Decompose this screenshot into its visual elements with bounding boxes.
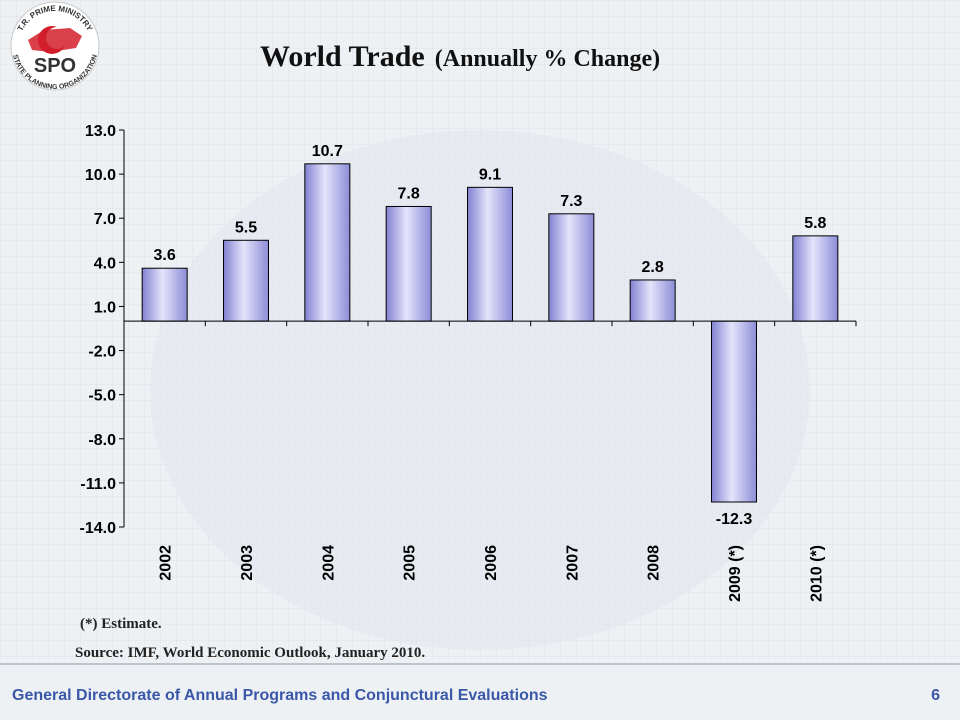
x-tick-label: 2007 <box>564 545 581 581</box>
title-line: World Trade (Annually % Change) <box>260 40 660 73</box>
y-tick-label: 10.0 <box>85 167 116 184</box>
bar <box>385 205 432 322</box>
bar <box>467 186 513 322</box>
bar <box>792 235 839 322</box>
chart-title: World Trade <box>260 40 425 73</box>
bar <box>711 320 757 503</box>
logo-map <box>28 28 82 52</box>
y-tick-label: 1.0 <box>94 299 116 316</box>
y-tick-label: -14.0 <box>80 520 117 537</box>
bar <box>141 267 188 322</box>
data-label: 2.8 <box>642 259 664 276</box>
bar <box>548 213 595 322</box>
y-tick-label: 7.0 <box>94 211 116 228</box>
data-label: 5.8 <box>804 215 826 232</box>
bar <box>304 163 351 322</box>
bar <box>223 239 269 322</box>
note: (*) Estimate. <box>80 616 162 632</box>
data-label: 7.8 <box>398 185 420 202</box>
y-tick-label: -2.0 <box>88 344 116 361</box>
data-label: 9.1 <box>479 166 501 183</box>
footer-text: General Directorate of Annual Programs a… <box>12 687 548 704</box>
data-label: 10.7 <box>312 143 343 160</box>
x-tick-label: 2005 <box>402 545 419 581</box>
data-label: -12.3 <box>716 511 753 528</box>
data-label: 3.6 <box>154 247 176 264</box>
y-tick-label: -5.0 <box>88 388 116 405</box>
x-tick-label: 2008 <box>646 545 663 581</box>
y-tick-label: -8.0 <box>88 432 116 449</box>
bar <box>629 279 676 322</box>
x-tick-label: 2004 <box>320 545 337 581</box>
chart-subtitle: (Annually % Change) <box>435 46 660 72</box>
x-tick-label: 2003 <box>239 545 256 581</box>
y-tick-label: 4.0 <box>94 255 116 272</box>
x-tick-label: 2006 <box>483 545 500 581</box>
x-tick-label: 2002 <box>158 545 175 581</box>
data-label: 5.5 <box>235 219 257 236</box>
y-tick-label: -11.0 <box>80 476 116 493</box>
source: Source: IMF, World Economic Outlook, Jan… <box>75 645 425 661</box>
data-label: 7.3 <box>560 193 582 210</box>
logo: SPO T.R. PRIME MINISTRY STATE PLANNING O… <box>10 1 100 91</box>
page-number: 6 <box>931 687 940 704</box>
x-tick-label: 2010 (*) <box>808 545 825 602</box>
y-tick-label: 13.0 <box>85 123 116 140</box>
logo-abbr: SPO <box>34 55 76 77</box>
x-tick-label: 2009 (*) <box>727 545 744 602</box>
plot: -14.0 -11.0 -8.0 -5.0 -2.0 1.0 4.0 7.0 10.0 13.0 2… <box>80 123 857 602</box>
